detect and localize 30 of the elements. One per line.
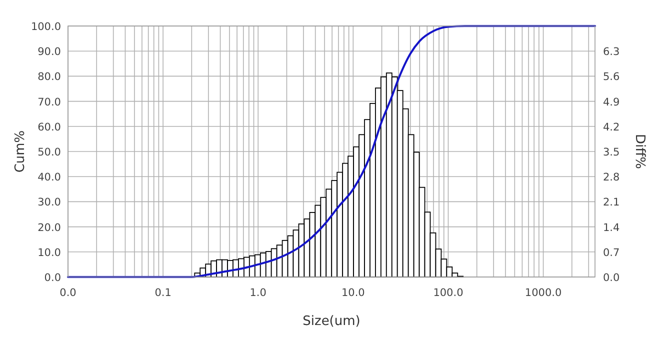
y2-tick-label: 0.0 — [603, 272, 620, 284]
x-tick-label: 10.0 — [341, 287, 365, 299]
y-tick-label: 60.0 — [38, 121, 61, 134]
y2-tick-label: 6.3 — [603, 46, 620, 58]
y-tick-label: 40.0 — [38, 172, 61, 184]
y-tick-label: 70.0 — [38, 96, 61, 108]
x-tick-label: 0.1 — [154, 287, 172, 299]
y-tick-label: 30.0 — [38, 196, 61, 209]
y2-tick-label: 1.4 — [603, 222, 620, 234]
y2-axis-title: Diff% — [632, 134, 647, 169]
y2-tick-label: 4.9 — [603, 96, 620, 108]
x-tick-label: 100.0 — [433, 287, 464, 299]
x-tick-label: 1000.0 — [524, 287, 562, 299]
y-tick-label: 80.0 — [38, 71, 61, 84]
y-axis-title: Cum% — [13, 130, 28, 173]
y-tick-label: 50.0 — [38, 146, 61, 158]
y2-tick-label: 3.5 — [603, 146, 620, 158]
x-tick-label: 0.0 — [60, 287, 76, 299]
y-tick-label: 20.0 — [38, 222, 61, 234]
y2-tick-label: 2.1 — [603, 196, 620, 209]
x-tick-label: 1.0 — [250, 287, 266, 299]
y-tick-label: 90.0 — [38, 46, 61, 58]
y-tick-label: 0.0 — [44, 272, 61, 284]
y2-tick-label: 2.8 — [603, 172, 620, 184]
y2-tick-label: 5.6 — [603, 71, 620, 84]
y2-tick-label: 0.7 — [603, 246, 620, 259]
y-tick-label: 10.0 — [38, 246, 61, 259]
y-tick-label: 100.0 — [30, 21, 61, 33]
x-axis-title: Size(um) — [302, 314, 360, 329]
y2-tick-label: 4.2 — [603, 121, 620, 134]
